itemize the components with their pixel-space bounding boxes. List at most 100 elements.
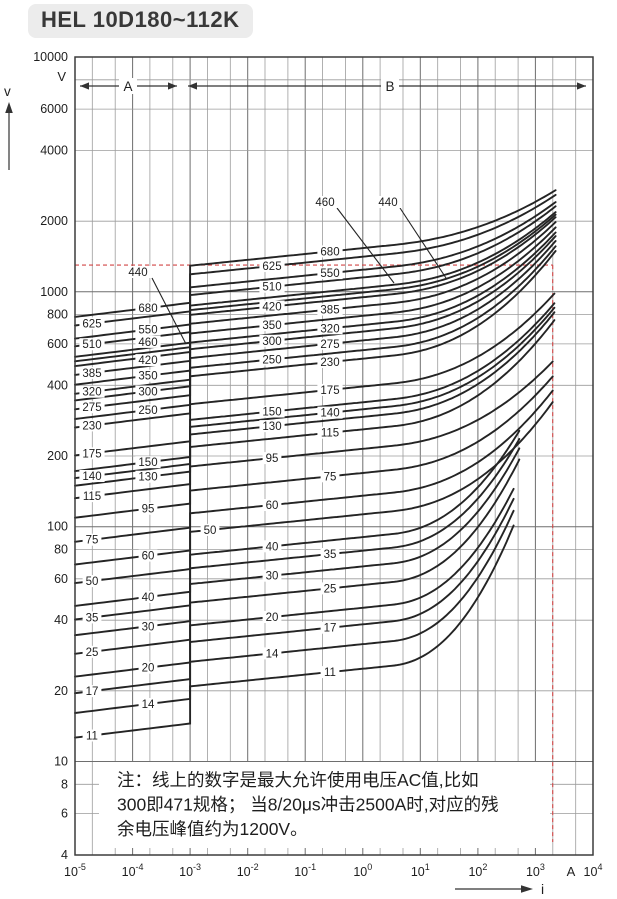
curve-label-a-115-bg [79,490,105,503]
curve-label-b-50: 50 [204,525,217,537]
curve-label-b-35: 35 [324,549,337,561]
plot-frame [74,56,594,856]
curve-label-a-35: 35 [86,612,99,624]
curve-label-a-350-bg [135,369,161,382]
curve-label-b-14: 14 [266,648,279,660]
curve-label-b-150-bg [259,405,285,418]
curve-label-a-510: 510 [82,339,101,351]
curve-label-b-230-bg [317,356,343,368]
curve-label-a-320-bg [79,385,105,398]
arrowhead-right-a [168,82,177,90]
curve-label-a-300: 300 [138,386,157,398]
x-tick-10e-1: 10-1 [294,862,316,879]
curve-label-a-150-bg [135,456,161,469]
curve-label-b-95: 95 [266,453,279,465]
curve-label-a-115: 115 [83,491,101,503]
curve-label-a-140-bg [79,470,105,482]
curve-label-b-14-bg [262,647,282,660]
y-tick-400: 400 [47,378,68,392]
curve-label-b-30-bg [262,569,282,582]
x-tick-10e0: 100 [353,862,372,879]
x-axis-arrow: i [455,881,544,897]
axis-labels: 10000 6000 4000 2000 1000 800 600 400 200 100 80 60… [33,50,602,879]
curve-label-b-150: 150 [262,407,281,419]
leader-label-b-460: 460 [315,197,334,209]
y-axis-arrow: v [4,84,13,170]
curve-label-b-175-bg [317,383,343,396]
curve-label-a-25: 25 [86,647,99,659]
curve-label-a-20: 20 [142,663,155,675]
vi-curve-130 [74,311,556,487]
leader-label-a-440: 440 [128,267,147,279]
y-tick-2000: 2000 [40,214,68,228]
page-title: HEL 10D180~112K [28,4,253,38]
curve-label-b-20: 20 [266,612,279,624]
curve-label-a-350: 350 [138,371,157,383]
curve-label-a-130: 130 [138,472,157,484]
arrowhead-left-a [80,82,89,90]
leader-line-b-460 [336,207,395,284]
curve-label-a-275-bg [79,401,105,414]
curve-label-b-175: 175 [320,385,339,397]
curve-label-a-25-bg [82,645,102,658]
leader-label-bg [375,196,401,208]
curve-label-a-680-bg [135,302,161,314]
curve-label-b-140: 140 [320,408,339,420]
vi-curve-510 [74,205,557,348]
curve-label-b-40: 40 [266,541,279,553]
vi-curve-250 [74,245,557,420]
curve-label-a-460-bg [135,335,161,348]
curve-label-a-460: 460 [138,337,157,349]
curve-label-a-30-bg [138,620,158,633]
curve-label-a-40: 40 [142,592,155,604]
curve-label-b-60: 60 [266,500,279,512]
leader-label-b-440: 440 [378,197,397,209]
note-bg [99,762,550,848]
curve-label-b-385: 385 [320,304,339,316]
curve-label-a-50: 50 [86,576,99,588]
curve-label-a-510-bg [79,338,105,351]
x-tick-10e-2: 10-2 [237,862,259,879]
y-tick-200: 200 [47,449,68,463]
curve-label-a-420: 420 [138,355,157,367]
curve-label-a-14: 14 [142,699,155,711]
curve-label-b-420: 420 [262,302,281,314]
region-label-b: B [385,79,394,94]
curve-label-a-140: 140 [82,471,101,483]
curve-label-a-625-bg [79,317,105,330]
curve-label-b-95-bg [262,452,282,465]
vi-curve-20 [74,487,515,678]
y-tick-8: 8 [61,777,68,791]
right-arrow-icon [521,885,533,893]
y-tick-6: 6 [61,807,68,821]
curve-label-a-385-bg [79,366,105,379]
x-axis-unit: A [567,864,576,879]
vi-curve-420 [74,216,557,368]
curve-label-a-300-bg [135,385,161,398]
x-tick-10e3: 103 [526,862,545,879]
curve-label-a-625: 625 [82,318,101,330]
curve-label-b-300-bg [259,334,285,347]
curve-label-a-250: 250 [138,405,157,417]
reference-lines [75,264,554,842]
curve-labels: 625 510 385 320 275 230 175 140 115 75 50 35 25 17 11 6… [79,245,343,742]
vi-curve-350 [74,226,557,386]
region-label-a: A [123,79,132,94]
curve-label-b-510: 510 [262,282,281,294]
curve-label-b-35-bg [320,548,340,560]
curve-label-b-250: 250 [262,354,281,366]
curve-label-b-130-bg [259,420,285,433]
x-axis-arrow-label: i [541,881,544,897]
curve-label-a-75-bg [82,533,102,546]
vi-curve-60 [74,389,554,566]
y-tick-60: 60 [54,572,68,586]
curve-label-b-230: 230 [320,357,339,369]
y-axis-arrow-label: v [4,84,11,99]
note-line-3: 余电压峰值约为1200V。 [117,819,308,839]
curve-label-b-625: 625 [262,261,281,273]
vi-curve-50 [74,401,554,585]
curve-label-a-30: 30 [142,621,155,633]
y-tick-6000: 6000 [40,102,68,116]
curve-label-a-95-bg [138,502,158,515]
